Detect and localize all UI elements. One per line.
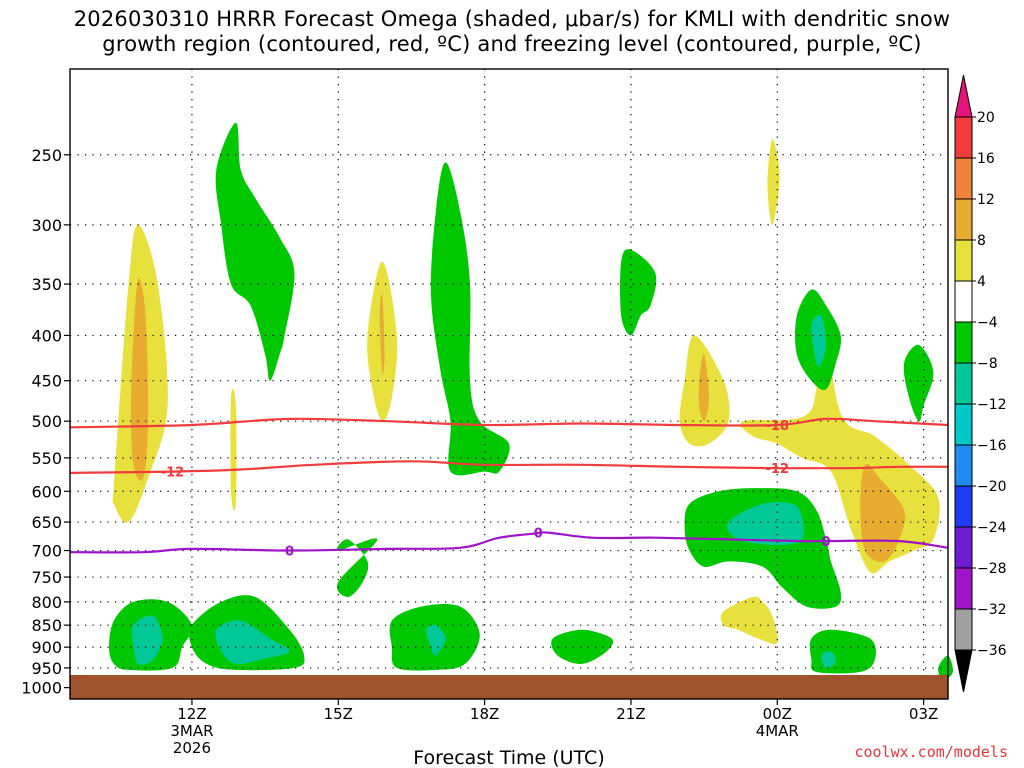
- y-tick-label-350: 350: [31, 275, 62, 294]
- y-tick-label-250: 250: [31, 146, 62, 165]
- omega-region-17: [336, 538, 378, 597]
- x-axis-title: Forecast Time (UTC): [413, 747, 604, 768]
- y-tick-label-950: 950: [31, 659, 62, 678]
- y-tick-label-700: 700: [31, 542, 62, 561]
- credit-text: coolwx.com/models: [854, 743, 1008, 761]
- y-tick-label-900: 900: [31, 638, 62, 657]
- x-tick-date-00Z: 4MAR: [756, 722, 799, 740]
- colorbar-label-7: −12: [977, 397, 1007, 413]
- colorbar-label-4: 4: [977, 274, 986, 290]
- omega-region-21: [215, 620, 290, 665]
- colorbar-bin-2: [954, 198, 973, 241]
- omega-region-4: [379, 293, 385, 374]
- y-tick-label-500: 500: [31, 412, 62, 431]
- colorbar-label-9: −20: [977, 479, 1007, 495]
- contour-line-0: [69, 417, 949, 429]
- x-tick-label-12Z: 12Z: [177, 705, 206, 723]
- y-tick-label-300: 300: [31, 216, 62, 235]
- colorbar-label-5: −4: [977, 315, 998, 331]
- x-tick-label-03Z: 03Z: [909, 705, 938, 723]
- x-tick-label-18Z: 18Z: [470, 705, 499, 723]
- contour-label-2: -12: [766, 462, 790, 477]
- colorbar-bin-12: [954, 608, 973, 651]
- colorbar-label-12: −32: [977, 602, 1007, 618]
- x-tick-date-12Z: 3MAR: [170, 722, 213, 740]
- omega-region-23: [425, 624, 446, 656]
- temperature-contours: -18 -12 -12 0 0 0: [69, 417, 949, 560]
- omega-region-10: [720, 596, 778, 645]
- colorbar-label-1: 16: [977, 151, 995, 167]
- ground-surface: [70, 675, 948, 699]
- colorbar-label-3: 8: [977, 233, 986, 249]
- contour-label-3: 0: [285, 545, 294, 560]
- omega-region-9: [860, 463, 906, 562]
- y-tick-label-650: 650: [31, 513, 62, 532]
- colorbar-bin-4: [954, 280, 973, 323]
- chart-title-line-1: 2026030310 HRRR Forecast Omega (shaded, …: [73, 7, 951, 31]
- y-tick-label-1000: 1000: [21, 679, 62, 698]
- omega-shaded-regions: [109, 122, 954, 680]
- colorbar-label-2: 12: [977, 192, 995, 208]
- colorbar-bin-5: [954, 321, 973, 364]
- colorbar-label-10: −24: [977, 520, 1007, 536]
- colorbar-bottom-arrow: [954, 649, 973, 693]
- chart-title-line-2: growth region (contoured, red, ºC) and f…: [102, 32, 922, 56]
- y-tick-label-600: 600: [31, 482, 62, 501]
- colorbar-label-13: −36: [977, 643, 1007, 659]
- y-tick-label-450: 450: [31, 372, 62, 391]
- y-tick-label-850: 850: [31, 616, 62, 635]
- colorbar-bin-11: [954, 567, 973, 610]
- colorbar-bin-9: [954, 485, 973, 528]
- contour-label-4: 0: [534, 527, 543, 542]
- y-axis: 250 300 350 400 450 500 550 600 650 700 750 800 850 9…: [21, 146, 70, 698]
- colorbar-bin-1: [954, 157, 973, 200]
- gridlines: [70, 69, 948, 699]
- colorbar-label-0: 20: [977, 110, 995, 126]
- omega-region-29: [938, 655, 954, 680]
- contour-label-5: 0: [822, 535, 831, 550]
- omega-region-19: [131, 615, 163, 665]
- omega-region-13: [620, 249, 657, 336]
- colorbar-label-8: −16: [977, 438, 1007, 454]
- omega-region-1: [131, 278, 149, 481]
- colorbar-bin-7: [954, 403, 973, 446]
- y-tick-label-550: 550: [31, 449, 62, 468]
- x-tick-label-00Z: 00Z: [763, 705, 792, 723]
- x-tick-label-21Z: 21Z: [616, 705, 645, 723]
- colorbar-bin-6: [954, 362, 973, 405]
- omega-region-6: [698, 353, 709, 422]
- omega-region-28: [821, 651, 836, 669]
- colorbar-label-6: −8: [977, 356, 998, 372]
- contour-line-3: [69, 531, 949, 554]
- colorbar-top-arrow: [954, 74, 973, 118]
- colorbar-bin-3: [954, 239, 973, 282]
- omega-region-11: [215, 122, 295, 381]
- colorbar-bin-8: [954, 444, 973, 487]
- x-tick-label-15Z: 15Z: [324, 705, 353, 723]
- contour-label-0: -18: [766, 419, 790, 434]
- y-tick-label-800: 800: [31, 593, 62, 612]
- omega-region-16: [903, 344, 934, 422]
- omega-region-15: [811, 314, 827, 367]
- omega-region-12: [430, 162, 510, 476]
- plot-frame: [69, 68, 949, 700]
- omega-region-26: [727, 502, 804, 545]
- omega-region-24: [551, 629, 614, 664]
- colorbar-bin-10: [954, 526, 973, 569]
- colorbar-label-11: −28: [977, 561, 1007, 577]
- omega-region-7: [767, 139, 780, 225]
- y-tick-label-750: 750: [31, 568, 62, 587]
- y-tick-label-400: 400: [31, 326, 62, 345]
- contour-line-1: [69, 460, 949, 474]
- omega-region-2: [230, 388, 237, 511]
- contour-label-1: -12: [161, 466, 185, 481]
- colorbar-bin-0: [954, 116, 973, 159]
- colorbar: 20 16 12 8 4 −4 −8 −12 −16 −20 −24 −28 −32 −36: [954, 74, 1007, 693]
- x-tick-year-12Z: 2026: [173, 739, 211, 757]
